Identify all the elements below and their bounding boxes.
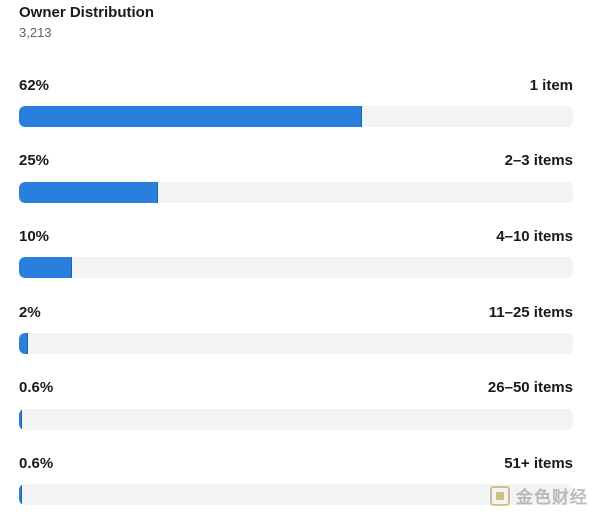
- percent-label: 2%: [19, 303, 41, 321]
- range-label: 51+ items: [504, 454, 573, 472]
- progress-fill: [19, 484, 23, 506]
- distribution-row: 0.6% 51+ items: [19, 454, 573, 530]
- progress-track: [19, 408, 573, 430]
- progress-fill: [19, 181, 158, 203]
- distribution-list: 62% 1 item 25% 2–3 items 10% 4–10 items …: [19, 76, 573, 530]
- owner-total-count: 3,213: [19, 25, 52, 40]
- distribution-row: 10% 4–10 items: [19, 227, 573, 303]
- range-label: 4–10 items: [496, 227, 573, 245]
- watermark: 金色财经: [490, 483, 588, 508]
- logo-icon: [490, 485, 510, 506]
- percent-label: 0.6%: [19, 379, 54, 397]
- percent-label: 0.6%: [19, 454, 54, 472]
- percent-label: 10%: [19, 227, 50, 245]
- range-label: 1 item: [529, 76, 573, 94]
- progress-track: [19, 106, 573, 127]
- progress-track: [19, 333, 573, 355]
- owner-distribution-header: Owner Distribution 3,213: [19, 4, 154, 41]
- range-label: 2–3 items: [504, 152, 573, 170]
- percent-label: 25%: [19, 152, 50, 170]
- watermark-text: 金色财经: [516, 488, 588, 508]
- progress-fill: [19, 333, 28, 355]
- distribution-row: 0.6% 26–50 items: [19, 379, 573, 455]
- distribution-row: 62% 1 item: [19, 76, 573, 152]
- progress-fill: [19, 408, 23, 430]
- progress-fill: [19, 106, 363, 127]
- section-title: Owner Distribution: [19, 4, 154, 21]
- progress-track: [19, 484, 573, 506]
- range-label: 26–50 items: [487, 379, 573, 397]
- percent-label: 62%: [19, 76, 50, 94]
- progress-track: [19, 181, 573, 203]
- progress-fill: [19, 257, 72, 279]
- range-label: 11–25 items: [488, 303, 573, 321]
- distribution-row: 2% 11–25 items: [19, 303, 573, 379]
- progress-track: [19, 257, 573, 279]
- distribution-row: 25% 2–3 items: [19, 152, 573, 228]
